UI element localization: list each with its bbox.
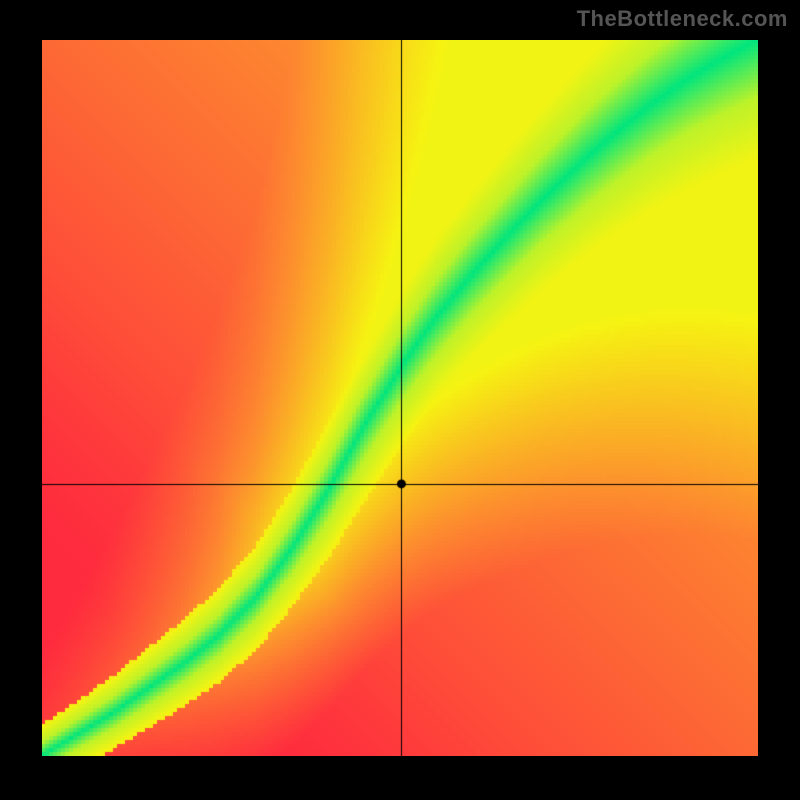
heatmap-canvas (42, 40, 758, 756)
chart-container: TheBottleneck.com (0, 0, 800, 800)
watermark-text: TheBottleneck.com (577, 6, 788, 32)
heatmap-plot (42, 40, 758, 756)
